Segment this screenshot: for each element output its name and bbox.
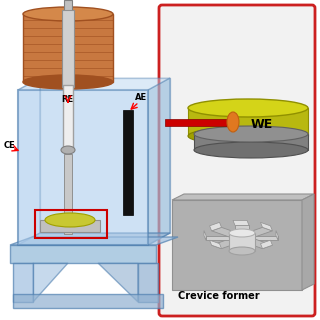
Text: Crevice former: Crevice former — [178, 291, 260, 301]
Ellipse shape — [45, 213, 95, 227]
Polygon shape — [18, 78, 40, 245]
Polygon shape — [212, 239, 240, 249]
Ellipse shape — [229, 229, 255, 237]
Polygon shape — [188, 108, 308, 136]
Polygon shape — [10, 245, 156, 263]
Ellipse shape — [194, 126, 308, 142]
Polygon shape — [204, 230, 206, 240]
Polygon shape — [98, 263, 138, 302]
Ellipse shape — [188, 99, 308, 117]
Polygon shape — [260, 240, 272, 249]
Ellipse shape — [227, 112, 239, 132]
Polygon shape — [18, 78, 170, 90]
Polygon shape — [210, 240, 221, 249]
Bar — [123, 110, 133, 215]
Bar — [229, 233, 255, 251]
Polygon shape — [244, 227, 272, 237]
Ellipse shape — [194, 142, 308, 158]
Polygon shape — [40, 78, 170, 233]
Bar — [35, 210, 107, 238]
Bar — [165, 119, 233, 126]
Polygon shape — [260, 222, 272, 231]
Polygon shape — [172, 200, 302, 290]
Polygon shape — [33, 263, 68, 302]
Polygon shape — [252, 236, 278, 240]
Polygon shape — [18, 90, 148, 245]
Polygon shape — [235, 242, 249, 251]
Polygon shape — [233, 220, 249, 225]
Polygon shape — [212, 227, 240, 237]
Ellipse shape — [61, 146, 75, 154]
Polygon shape — [10, 237, 178, 245]
Ellipse shape — [23, 7, 113, 21]
Bar — [13, 294, 163, 308]
Ellipse shape — [23, 75, 113, 89]
Polygon shape — [138, 263, 158, 302]
Polygon shape — [13, 263, 33, 302]
Polygon shape — [206, 236, 232, 240]
Polygon shape — [244, 239, 272, 249]
Polygon shape — [18, 233, 170, 245]
Polygon shape — [302, 194, 314, 290]
Bar — [64, 154, 72, 234]
Polygon shape — [276, 230, 278, 240]
Bar — [23, 14, 113, 82]
Ellipse shape — [229, 247, 255, 255]
Text: CE: CE — [4, 141, 16, 150]
Text: RE: RE — [61, 95, 73, 104]
Polygon shape — [172, 194, 314, 200]
Ellipse shape — [188, 127, 308, 145]
Bar — [63, 85, 73, 150]
Bar — [62, 10, 74, 87]
Bar — [40, 220, 100, 232]
Polygon shape — [194, 134, 308, 150]
Polygon shape — [235, 225, 249, 235]
Text: AE: AE — [135, 93, 147, 102]
Text: WE: WE — [251, 117, 273, 131]
Polygon shape — [148, 78, 170, 245]
FancyBboxPatch shape — [159, 5, 315, 316]
Polygon shape — [210, 222, 221, 231]
Bar — [64, 0, 72, 14]
Polygon shape — [233, 246, 249, 251]
